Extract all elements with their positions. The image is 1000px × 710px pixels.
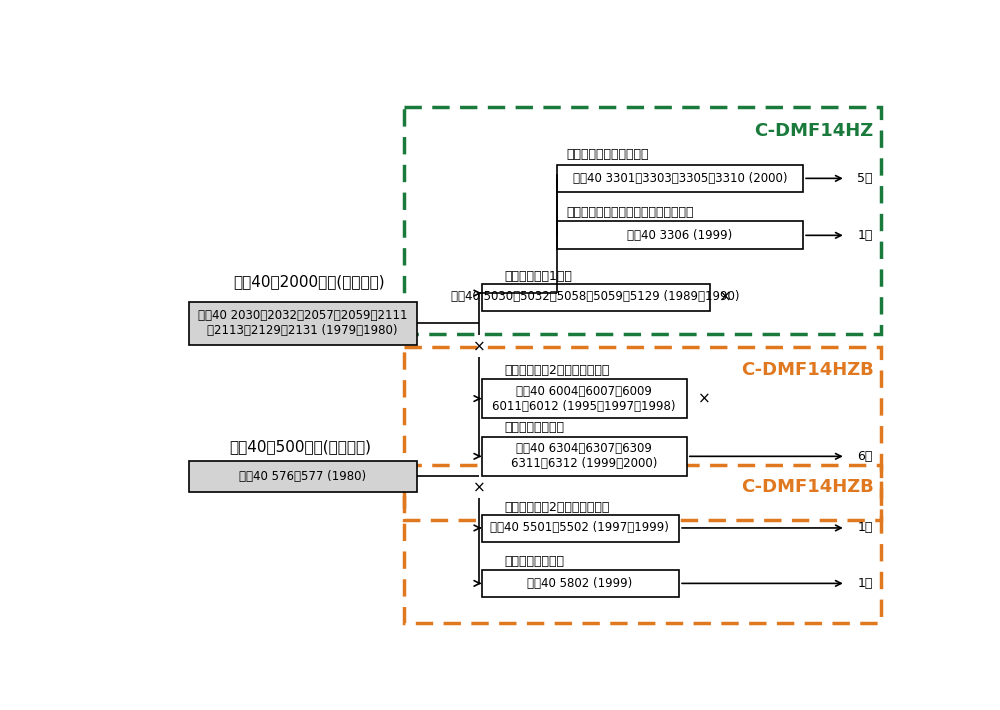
Text: キハ40 5030～5032・5058・5059・5129 (1989・1990): キハ40 5030～5032・5058・5059・5129 (1989・1990… xyxy=(451,290,740,303)
Text: キハ40 5802 (1999): キハ40 5802 (1999) xyxy=(527,577,633,590)
Text: キハ40 6304・6307～6309
6311・6312 (1999・2000): キハ40 6304・6307～6309 6311・6312 (1999・2000… xyxy=(511,442,657,470)
Text: 改番整理（非ワンマン）: 改番整理（非ワンマン） xyxy=(567,148,649,161)
Text: ×: × xyxy=(719,290,732,305)
Text: 6両: 6両 xyxy=(857,450,873,463)
Text: ×: × xyxy=(698,391,711,406)
Text: ワンマン対応改造: ワンマン対応改造 xyxy=(505,421,565,435)
Text: 機関換装（第1期）: 機関換装（第1期） xyxy=(505,270,573,283)
Text: 1両: 1両 xyxy=(857,577,873,590)
Text: C-DMF14HZB: C-DMF14HZB xyxy=(741,478,874,496)
FancyBboxPatch shape xyxy=(557,222,803,249)
FancyBboxPatch shape xyxy=(189,461,417,492)
Text: キハ40 576・577 (1980): キハ40 576・577 (1980) xyxy=(239,470,366,483)
Text: 機関換装（第2期）・改番整理: 機関換装（第2期）・改番整理 xyxy=(505,364,610,376)
Text: 1両: 1両 xyxy=(857,521,873,535)
Text: C-DMF14HZB: C-DMF14HZB xyxy=(741,361,874,379)
Text: 機関換装（第2期）・改番整理: 機関換装（第2期）・改番整理 xyxy=(505,501,610,513)
FancyBboxPatch shape xyxy=(482,379,687,418)
FancyBboxPatch shape xyxy=(482,284,710,311)
Text: キハ40形500番代(寒地向け): キハ40形500番代(寒地向け) xyxy=(230,439,372,454)
Text: キハ40 6004・6007～6009
6011・6012 (1995・1997・1998): キハ40 6004・6007～6009 6011・6012 (1995・1997… xyxy=(492,385,676,413)
Text: ×: × xyxy=(473,481,486,496)
FancyBboxPatch shape xyxy=(557,165,803,192)
Text: 5両: 5両 xyxy=(857,172,873,185)
FancyBboxPatch shape xyxy=(482,515,679,542)
FancyBboxPatch shape xyxy=(482,437,687,476)
Text: キハ40 3301～3303・3305・3310 (2000): キハ40 3301～3303・3305・3310 (2000) xyxy=(573,172,787,185)
Text: キハ40 3306 (1999): キハ40 3306 (1999) xyxy=(627,229,733,242)
Text: ×: × xyxy=(473,339,486,354)
Text: キハ40 2030～2032・2057～2059・2111
～2113・2129～2131 (1979～1980): キハ40 2030～2032・2057～2059・2111 ～2113・2129… xyxy=(198,309,407,337)
Text: 1両: 1両 xyxy=(857,229,873,242)
Text: キハ40形2000番代(暖地向け): キハ40形2000番代(暖地向け) xyxy=(234,274,385,289)
Text: キハ40 5501・5502 (1997・1999): キハ40 5501・5502 (1997・1999) xyxy=(490,521,669,535)
Text: C-DMF14HZ: C-DMF14HZ xyxy=(755,122,874,140)
FancyBboxPatch shape xyxy=(189,302,417,344)
Text: ワンマン対応改造: ワンマン対応改造 xyxy=(505,555,565,567)
Text: 改番整理（ワンマン対応改造を併施）: 改番整理（ワンマン対応改造を併施） xyxy=(567,206,694,219)
FancyBboxPatch shape xyxy=(482,570,679,597)
